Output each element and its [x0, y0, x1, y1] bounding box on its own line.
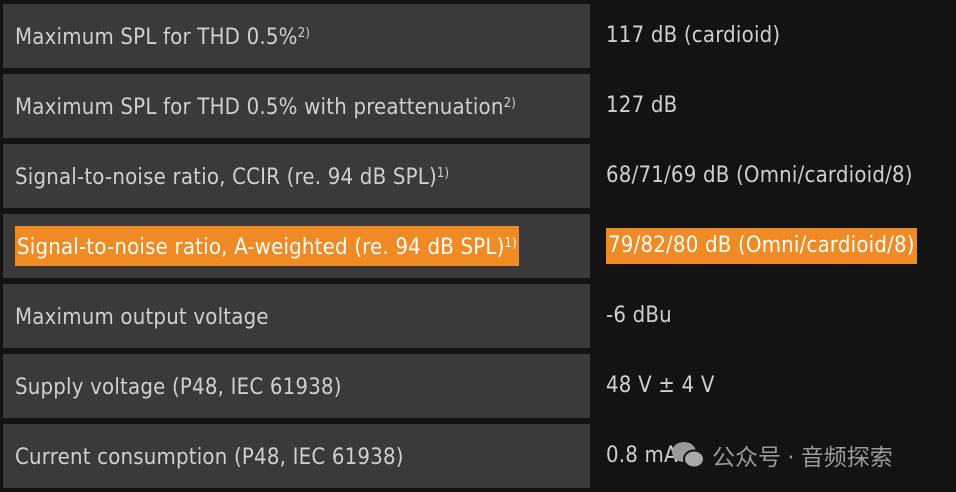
spec-value: 68/71/69 dB (Omni/cardioid/8) — [606, 163, 913, 188]
spec-label-text: Maximum SPL for THD 0.5% with preattenua… — [15, 95, 504, 120]
spec-label: Maximum SPL for THD 0.5% with preattenua… — [15, 86, 516, 126]
table-row: Signal-to-noise ratio, CCIR (re. 94 dB S… — [0, 144, 956, 208]
spec-label-text: Signal-to-noise ratio, A-weighted (re. 9… — [17, 235, 505, 260]
watermark: 公众号 · 音频探索 — [670, 438, 893, 472]
spec-label: Supply voltage (P48, IEC 61938) — [15, 366, 342, 406]
footnote-ref: 1) — [436, 166, 450, 181]
spec-value: -6 dBu — [606, 303, 672, 328]
spec-label: Signal-to-noise ratio, CCIR (re. 94 dB S… — [15, 156, 449, 196]
spec-value: 127 dB — [606, 93, 678, 118]
label-cell: Current consumption (P48, IEC 61938) — [3, 424, 590, 488]
spec-label-text: Maximum output voltage — [15, 305, 269, 330]
spec-label-text: Maximum SPL for THD 0.5% — [15, 25, 298, 50]
label-cell: Maximum SPL for THD 0.5%2) — [3, 4, 590, 68]
spec-label-text: Current consumption (P48, IEC 61938) — [15, 445, 404, 470]
table-row: Supply voltage (P48, IEC 61938) 48 V ± 4 … — [0, 354, 956, 418]
spec-value: 0.8 mA — [606, 443, 678, 468]
spec-label: Maximum SPL for THD 0.5%2) — [15, 16, 310, 56]
spec-value: 48 V ± 4 V — [606, 373, 715, 398]
watermark-text: 公众号 · 音频探索 — [712, 445, 893, 471]
spec-label-text: Signal-to-noise ratio, CCIR (re. 94 dB S… — [15, 165, 437, 190]
spec-label: Signal-to-noise ratio, A-weighted (re. 9… — [15, 226, 519, 266]
wechat-icon — [672, 442, 705, 469]
label-cell: Signal-to-noise ratio, CCIR (re. 94 dB S… — [3, 144, 590, 208]
spec-value: 117 dB (cardioid) — [606, 23, 781, 48]
table-row: Maximum SPL for THD 0.5% with preattenua… — [0, 74, 956, 138]
table-row: Maximum SPL for THD 0.5%2) 117 dB (cardio… — [0, 4, 956, 68]
label-cell: Maximum output voltage — [3, 284, 590, 348]
label-cell: Supply voltage (P48, IEC 61938) — [3, 354, 590, 418]
table-row: Signal-to-noise ratio, A-weighted (re. 9… — [0, 214, 956, 278]
label-cell: Maximum SPL for THD 0.5% with preattenua… — [3, 74, 590, 138]
table-row: Maximum output voltage -6 dBu — [0, 284, 956, 348]
footnote-ref: 1) — [504, 236, 517, 251]
table-row: Current consumption (P48, IEC 61938) 0.8 … — [0, 424, 956, 488]
spec-label: Current consumption (P48, IEC 61938) — [15, 436, 404, 476]
footnote-ref: 2) — [503, 96, 516, 111]
footnote-ref: 2) — [297, 26, 311, 41]
spec-label-text: Supply voltage (P48, IEC 61938) — [15, 375, 342, 400]
spec-label: Maximum output voltage — [15, 296, 269, 336]
label-cell: Signal-to-noise ratio, A-weighted (re. 9… — [3, 214, 590, 278]
spec-value: 79/82/80 dB (Omni/cardioid/8) — [606, 228, 917, 264]
